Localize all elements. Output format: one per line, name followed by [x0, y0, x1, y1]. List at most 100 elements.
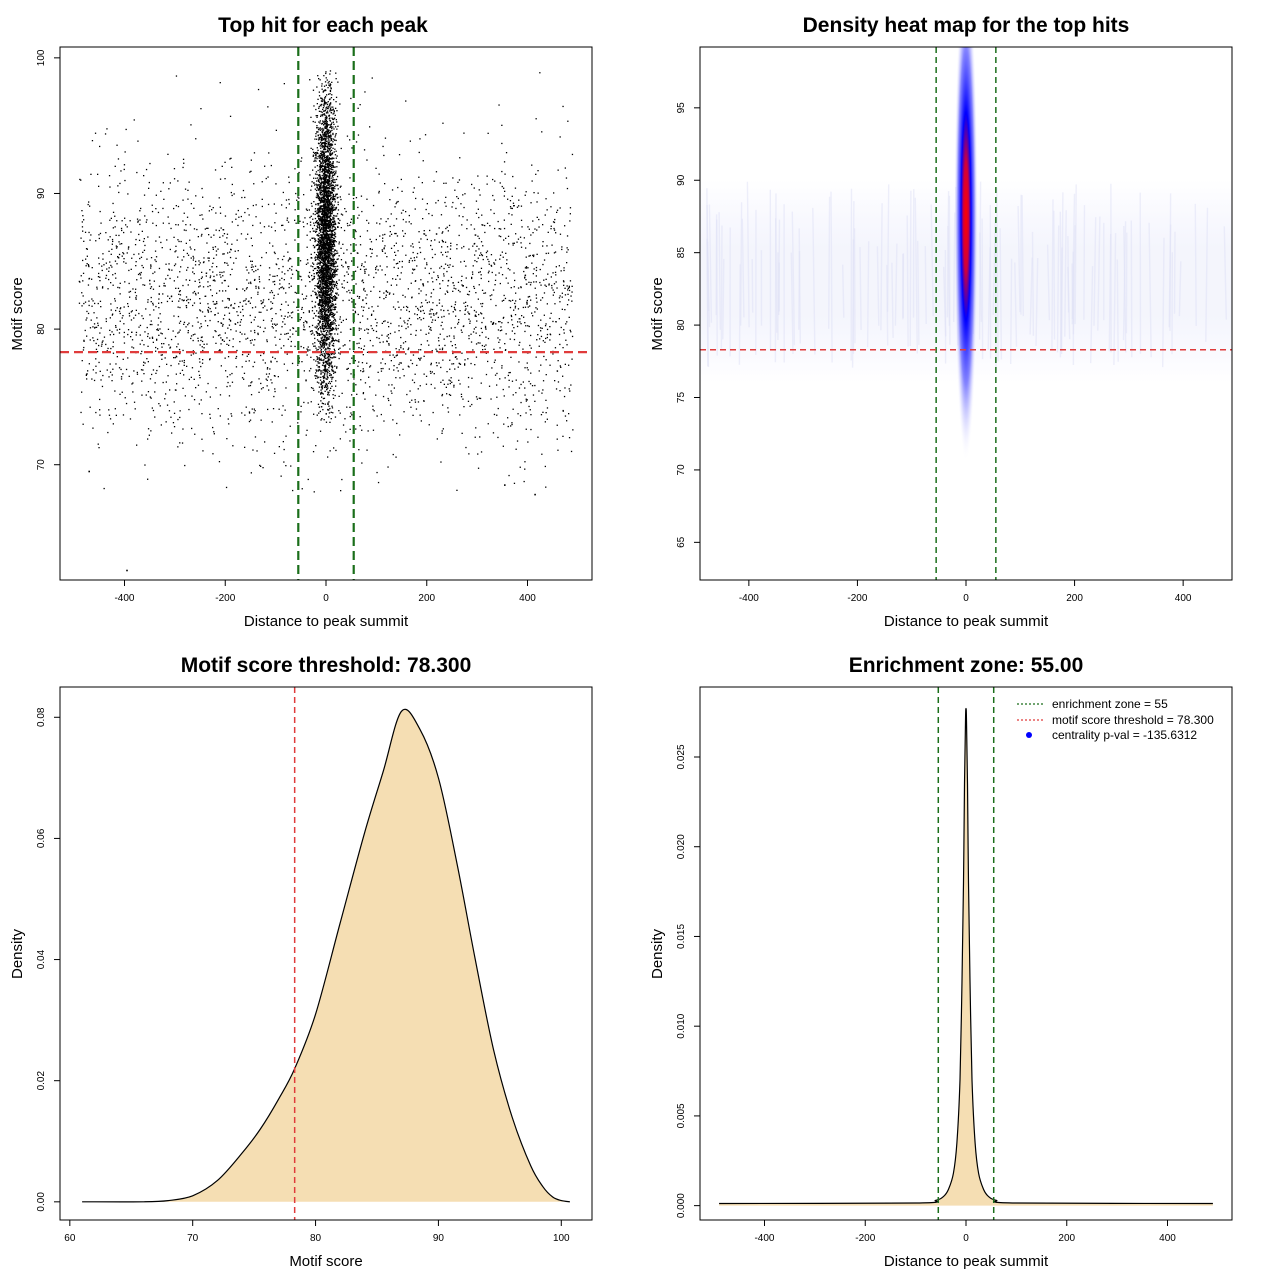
scatter-point [289, 336, 291, 338]
scatter-point [249, 302, 251, 304]
scatter-point [569, 390, 571, 392]
scatter-point [332, 303, 334, 305]
scatter-point [162, 293, 164, 295]
scatter-point [519, 415, 522, 417]
scatter-point [330, 191, 333, 193]
scatter-point [504, 349, 507, 351]
scatter-point [283, 461, 285, 463]
scatter-point [333, 263, 335, 266]
scatter-point [492, 194, 494, 197]
scatter-point [135, 331, 138, 334]
scatter-point [259, 222, 261, 224]
scatter-point [241, 412, 243, 414]
scatter-point [296, 199, 298, 201]
scatter-point [183, 321, 186, 323]
scatter-point [392, 453, 394, 456]
scatter-point [289, 267, 291, 270]
scatter-point [133, 317, 135, 319]
scatter-point [335, 320, 337, 322]
scatter-point [174, 335, 177, 338]
scatter-point [445, 386, 447, 388]
scatter-point [278, 288, 280, 290]
scatter-point [155, 194, 157, 196]
scatter-point [310, 367, 312, 370]
scatter-point [330, 106, 332, 108]
scatter-point [331, 175, 333, 177]
scatter-point [231, 243, 233, 245]
scatter-point [385, 290, 387, 293]
scatter-point [318, 366, 321, 368]
scatter-point [511, 423, 513, 426]
scatter-point [304, 217, 306, 219]
scatter-point [244, 290, 246, 292]
scatter-point [482, 349, 484, 351]
scatter-point [129, 290, 132, 293]
scatter-point [528, 380, 530, 383]
scatter-point [324, 183, 326, 185]
scatter-point [179, 416, 181, 419]
scatter-point [516, 440, 519, 442]
scatter-point [335, 329, 338, 331]
scatter-point [331, 321, 333, 323]
scatter-point [420, 319, 422, 321]
scatter-point [99, 370, 101, 372]
scatter-point [328, 135, 330, 137]
scatter-point [332, 162, 334, 164]
scatter-point [377, 371, 379, 373]
scatter-point [389, 332, 392, 335]
scatter-point [333, 251, 335, 253]
scatter-point [376, 415, 378, 417]
scatter-point [147, 428, 150, 430]
scatter-point [323, 345, 325, 347]
scatter-point [303, 298, 305, 300]
scatter-point [241, 196, 243, 199]
scatter-point [164, 285, 166, 287]
scatter-point [384, 252, 386, 254]
scatter-point [150, 264, 152, 266]
scatter-point [473, 285, 475, 288]
scatter-point [461, 224, 463, 226]
scatter-point [508, 299, 510, 302]
scatter-point [175, 75, 178, 77]
scatter-point [243, 372, 246, 374]
scatter-point [149, 337, 151, 339]
scatter-point [458, 362, 460, 364]
scatter-point [571, 285, 573, 287]
scatter-point [132, 288, 134, 290]
scatter-point [264, 165, 266, 167]
scatter-point [312, 317, 315, 319]
scatter-point [278, 268, 280, 270]
scatter-point [231, 268, 233, 270]
scatter-point [160, 302, 163, 304]
scatter-point [108, 278, 110, 281]
scatter-point [479, 271, 481, 273]
scatter-point [349, 224, 351, 226]
scatter-point [333, 219, 335, 221]
scatter-point [271, 307, 273, 309]
scatter-point [97, 443, 99, 445]
scatter-point [401, 266, 403, 268]
scatter-point [328, 161, 330, 163]
scatter-point [305, 295, 308, 297]
scatter-point [530, 372, 532, 374]
scatter-point [239, 301, 241, 304]
scatter-point [529, 254, 531, 257]
scatter-point [327, 408, 329, 411]
scatter-point [452, 352, 454, 355]
scatter-point [102, 286, 104, 288]
scatter-point [207, 325, 209, 327]
scatter-point [142, 284, 144, 286]
scatter-point [138, 239, 141, 241]
scatter-point [325, 166, 328, 168]
scatter-point [542, 389, 544, 391]
scatter-point [507, 267, 509, 270]
scatter-point [331, 253, 333, 256]
scatter-point [323, 352, 325, 355]
scatter-point [118, 367, 121, 369]
scatter-point [321, 311, 323, 314]
scatter-point [252, 449, 254, 451]
scatter-point [375, 268, 377, 271]
scatter-point [386, 266, 388, 268]
scatter-point [177, 224, 179, 226]
scatter-point [545, 374, 547, 376]
